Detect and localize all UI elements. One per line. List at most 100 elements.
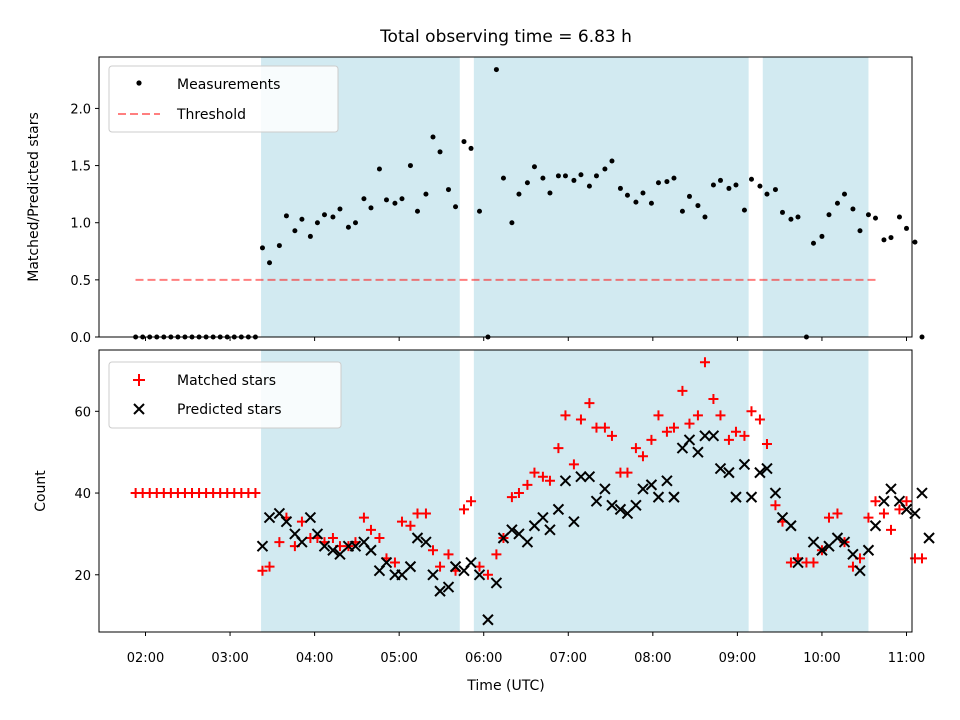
measurement-point bbox=[764, 191, 770, 197]
ratio-shaded-window bbox=[762, 57, 869, 337]
predicted-star-point bbox=[537, 511, 549, 524]
ratio-panel-frame bbox=[98, 56, 913, 338]
ratio-y-tick-label: 0.0 bbox=[70, 331, 91, 346]
predicted-star-point bbox=[916, 487, 928, 499]
predicted-star-point bbox=[831, 532, 844, 544]
predicted-star-point bbox=[434, 585, 446, 597]
matched-star-point bbox=[684, 418, 695, 429]
count-panel-frame bbox=[98, 349, 913, 633]
predicted-star-point bbox=[769, 487, 782, 499]
legend-matched-label: Matched stars bbox=[177, 373, 276, 389]
matched-star-point bbox=[482, 569, 493, 580]
measurement-point bbox=[865, 212, 871, 218]
measurement-point bbox=[772, 187, 778, 193]
matched-star-point bbox=[870, 496, 881, 507]
matched-star-point bbox=[661, 426, 672, 437]
measurement-point bbox=[453, 204, 459, 210]
predicted-star-point bbox=[590, 495, 603, 507]
legend-measurements-marker bbox=[136, 80, 142, 86]
matched-star-point bbox=[274, 537, 285, 548]
predicted-star-point bbox=[792, 556, 804, 569]
matched-star-point bbox=[823, 512, 834, 523]
matched-star-point bbox=[637, 451, 648, 462]
matched-star-point bbox=[365, 524, 376, 535]
measurement-point bbox=[602, 166, 608, 172]
matched-star-point bbox=[327, 533, 338, 543]
measurement-point bbox=[468, 145, 474, 151]
predicted-star-point bbox=[668, 491, 680, 503]
count-legend-box bbox=[108, 361, 342, 429]
count-y-tick-label: 20 bbox=[74, 569, 91, 584]
predicted-star-point bbox=[738, 458, 751, 471]
measurement-point bbox=[819, 233, 825, 239]
predicted-star-point bbox=[614, 503, 627, 516]
matched-star-point bbox=[739, 430, 750, 441]
predicted-star-point bbox=[311, 528, 324, 540]
predicted-star-point bbox=[552, 503, 565, 516]
measurement-point bbox=[531, 164, 537, 170]
measurement-point bbox=[841, 191, 847, 197]
chart-title: Total observing time = 6.83 h bbox=[379, 27, 632, 47]
predicted-star-point bbox=[878, 495, 890, 507]
measurement-point bbox=[686, 193, 692, 199]
measurement-point bbox=[679, 208, 685, 214]
ratio-panel: 0.00.51.01.52.0 Matched/Predicted stars … bbox=[26, 56, 925, 346]
predicted-star-point bbox=[645, 479, 658, 491]
measurement-point bbox=[881, 237, 887, 243]
ratio-legend: Measurements Threshold bbox=[108, 65, 339, 133]
measurement-point bbox=[850, 206, 856, 212]
measurement-point bbox=[345, 224, 351, 230]
predicted-star-point bbox=[318, 540, 331, 552]
measurement-point bbox=[655, 180, 661, 186]
measurement-point bbox=[919, 334, 925, 340]
matched-star-point bbox=[723, 434, 734, 445]
predicted-star-point bbox=[816, 544, 828, 556]
legend-matched-marker bbox=[133, 374, 145, 386]
measurement-point bbox=[593, 173, 599, 179]
predicted-star-point bbox=[900, 503, 913, 516]
predicted-star-point bbox=[304, 511, 317, 524]
x-tick-label: 03:00 bbox=[211, 651, 248, 666]
predicted-star-point bbox=[692, 446, 704, 458]
measurement-point bbox=[578, 172, 584, 178]
x-tick-label: 05:00 bbox=[380, 651, 417, 666]
matched-star-point bbox=[491, 549, 502, 560]
predicted-star-point bbox=[869, 520, 882, 532]
predicted-star-point bbox=[442, 581, 455, 593]
legend-predicted-marker bbox=[133, 403, 145, 415]
matched-star-point bbox=[630, 443, 641, 454]
matched-star-point bbox=[427, 545, 438, 556]
matched-star-point bbox=[537, 471, 548, 482]
predicted-star-point bbox=[575, 470, 587, 483]
legend-predicted-label: Predicted stars bbox=[177, 402, 282, 418]
predicted-star-point bbox=[714, 462, 727, 475]
predicted-star-point bbox=[473, 569, 486, 581]
predicted-star-point bbox=[707, 430, 720, 442]
ratio-y-tick-label: 0.5 bbox=[70, 274, 91, 289]
matched-star-point bbox=[374, 533, 385, 543]
measurement-point bbox=[445, 187, 451, 193]
matched-star-point bbox=[568, 459, 579, 470]
predicted-star-point bbox=[745, 491, 758, 503]
matched-star-point bbox=[560, 410, 571, 421]
matched-star-point bbox=[599, 422, 610, 433]
measurement-point bbox=[779, 209, 785, 215]
predicted-star-point bbox=[420, 536, 432, 548]
predicted-star-point bbox=[365, 544, 377, 556]
measurement-point bbox=[741, 207, 747, 213]
measurement-point bbox=[555, 173, 561, 179]
measurement-point bbox=[267, 260, 273, 266]
matched-star-point bbox=[591, 422, 602, 433]
matched-star-point bbox=[808, 557, 819, 568]
predicted-star-point bbox=[296, 536, 308, 548]
measurement-point bbox=[695, 203, 701, 209]
matched-star-point bbox=[785, 557, 796, 568]
matched-star-point bbox=[529, 467, 540, 478]
x-tick-label: 09:00 bbox=[719, 651, 756, 666]
predicted-star-point bbox=[923, 532, 935, 544]
count-legend: Matched stars Predicted stars bbox=[108, 361, 342, 429]
predicted-star-point bbox=[280, 515, 293, 528]
measurement-point bbox=[617, 185, 623, 191]
predicted-star-point bbox=[449, 560, 462, 573]
matched-star-point bbox=[606, 430, 617, 441]
